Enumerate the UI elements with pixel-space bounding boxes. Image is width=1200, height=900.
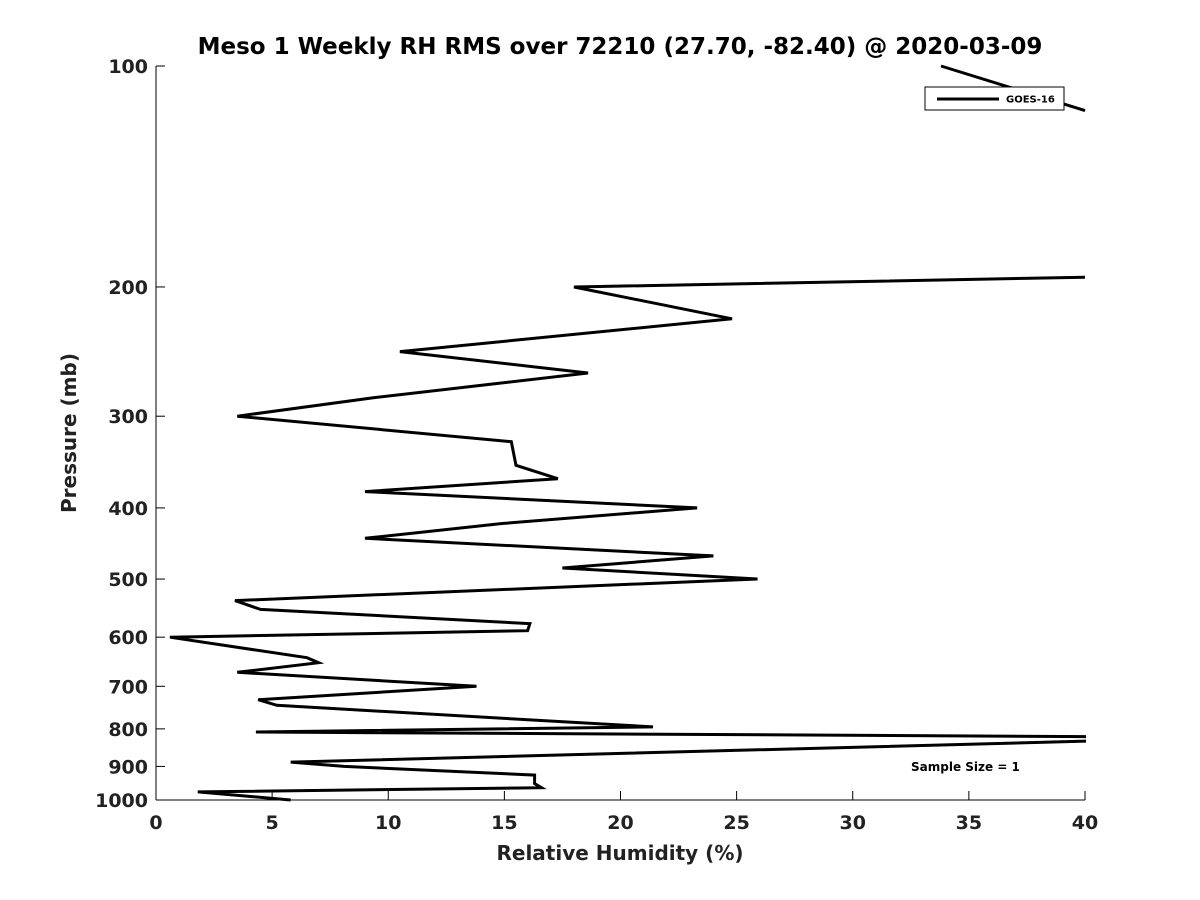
legend-label: GOES-16: [1006, 95, 1055, 106]
y-tick-label: 600: [108, 627, 148, 649]
y-ticks: 100 200 300 400 500 600 700 800 900 1000: [95, 56, 165, 812]
y-tick-label: 300: [108, 406, 148, 428]
series-layer: [169, 64, 1086, 802]
x-tick-label: 0: [149, 812, 162, 834]
y-tick-label: 400: [108, 498, 148, 520]
y-tick-label: 700: [108, 676, 148, 698]
x-tick-label: 30: [840, 812, 866, 834]
x-tick-label: 5: [266, 812, 279, 834]
y-tick-label: 200: [108, 277, 148, 299]
chart-title: Meso 1 Weekly RH RMS over 72210 (27.70, …: [198, 34, 1043, 60]
series-line-0: [169, 275, 1086, 802]
axes: [155, 66, 1085, 801]
x-tick-label: 40: [1072, 812, 1098, 834]
y-tick-label: 500: [108, 569, 148, 591]
y-tick-label: 100: [108, 56, 148, 78]
sample-size-annotation: Sample Size = 1: [911, 760, 1020, 774]
x-tick-label: 15: [491, 812, 517, 834]
x-axis-label: Relative Humidity (%): [496, 841, 743, 865]
y-tick-label: 900: [108, 756, 148, 778]
legend: GOES-16: [924, 86, 1065, 111]
x-tick-label: 10: [375, 812, 401, 834]
y-tick-label: 800: [108, 719, 148, 741]
y-axis-label: Pressure (mb): [57, 353, 81, 513]
x-tick-label: 25: [723, 812, 749, 834]
x-tick-label: 35: [956, 812, 982, 834]
y-tick-label: 1000: [95, 790, 148, 812]
x-tick-label: 20: [607, 812, 633, 834]
x-ticks: 0 5 10 15 20 25 30 35 40: [149, 791, 1098, 834]
